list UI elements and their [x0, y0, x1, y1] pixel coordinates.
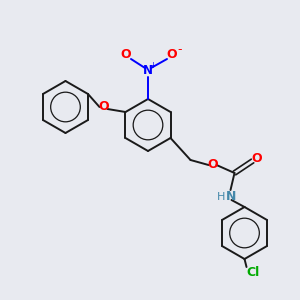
Text: O: O	[167, 47, 177, 61]
Text: O: O	[121, 47, 131, 61]
Text: H: H	[217, 192, 226, 202]
Text: -: -	[178, 44, 182, 56]
Text: O: O	[207, 158, 218, 172]
Text: N: N	[226, 190, 237, 203]
Text: O: O	[98, 100, 109, 113]
Text: Cl: Cl	[246, 266, 259, 280]
Text: O: O	[251, 152, 262, 166]
Text: +: +	[150, 61, 156, 70]
Text: N: N	[143, 64, 153, 77]
